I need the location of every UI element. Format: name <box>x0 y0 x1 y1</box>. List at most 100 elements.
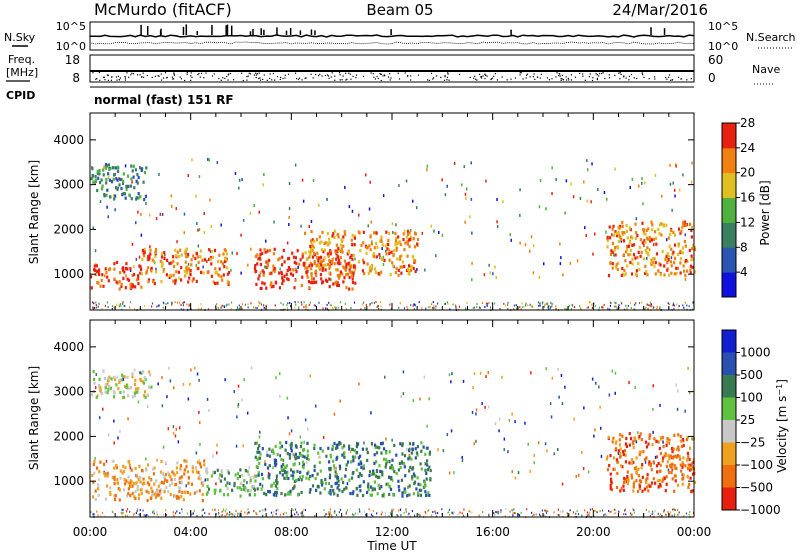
data-cell <box>242 218 245 222</box>
data-cell <box>663 273 666 277</box>
data-cell <box>231 251 233 255</box>
data-cell <box>625 223 628 228</box>
data-cell <box>319 455 321 459</box>
data-cell <box>487 302 489 305</box>
data-cell <box>311 484 315 488</box>
data-cell <box>450 429 453 433</box>
nave-point <box>628 79 630 81</box>
data-cell <box>337 246 340 251</box>
data-cell <box>615 302 617 305</box>
data-cell <box>383 258 386 262</box>
data-cell <box>198 228 201 232</box>
data-cell <box>289 489 292 493</box>
data-cell <box>429 468 432 473</box>
data-cell <box>549 402 552 406</box>
data-cell <box>430 515 432 518</box>
data-cell <box>179 467 182 471</box>
data-cell <box>304 266 307 270</box>
data-cell <box>405 508 407 511</box>
data-cell <box>183 472 186 476</box>
data-cell <box>231 488 234 492</box>
data-cell <box>514 420 516 424</box>
data-cell <box>263 173 265 176</box>
data-cell <box>289 272 293 276</box>
data-cell <box>140 212 142 216</box>
data-cell <box>107 279 110 283</box>
data-cell <box>415 451 418 455</box>
nave-point <box>436 75 438 77</box>
data-cell <box>240 271 242 275</box>
data-cell <box>352 253 356 257</box>
data-cell <box>104 163 108 167</box>
data-cell <box>204 478 207 482</box>
data-cell <box>382 447 386 451</box>
data-cell <box>688 465 691 469</box>
data-cell <box>362 464 365 468</box>
data-cell <box>120 282 123 286</box>
data-cell <box>612 467 615 471</box>
data-cell <box>380 239 383 243</box>
data-cell <box>299 470 302 474</box>
data-cell <box>668 470 671 474</box>
data-cell <box>129 482 132 486</box>
data-cell <box>389 466 392 470</box>
data-cell <box>125 479 128 483</box>
data-cell <box>137 196 140 200</box>
data-cell <box>153 492 156 496</box>
data-cell <box>673 188 676 192</box>
data-cell <box>150 385 153 389</box>
data-cell <box>275 479 278 483</box>
data-cell <box>220 474 223 478</box>
data-cell <box>106 471 109 475</box>
data-cell <box>319 491 322 495</box>
data-cell <box>645 250 648 255</box>
data-cell <box>411 510 413 513</box>
data-cell <box>302 508 305 511</box>
data-cell <box>407 485 410 489</box>
data-cell <box>128 306 131 309</box>
data-cell <box>632 446 635 450</box>
data-cell <box>217 512 219 515</box>
data-cell <box>190 263 193 267</box>
data-cell <box>609 304 611 307</box>
data-cell <box>262 509 264 512</box>
data-cell <box>147 280 150 284</box>
data-cell <box>295 303 297 306</box>
data-cell <box>129 301 132 304</box>
data-cell <box>357 512 359 515</box>
data-cell <box>509 233 511 237</box>
data-cell <box>634 272 638 276</box>
data-cell <box>90 286 93 290</box>
data-cell <box>162 481 165 485</box>
data-cell <box>368 508 370 511</box>
data-cell <box>125 267 128 271</box>
data-cell <box>295 269 298 274</box>
data-cell <box>343 276 346 280</box>
data-cell <box>464 220 466 224</box>
nave-point <box>258 77 260 80</box>
data-cell <box>272 252 275 256</box>
nave-point <box>390 77 392 79</box>
data-cell <box>268 258 271 262</box>
nave-point <box>560 79 562 81</box>
data-cell <box>105 177 108 181</box>
data-cell <box>131 395 135 399</box>
data-cell <box>218 267 221 271</box>
nave-point <box>548 79 550 81</box>
data-cell <box>475 439 477 443</box>
data-cell <box>608 225 611 229</box>
data-cell <box>411 447 414 451</box>
data-cell <box>359 454 362 458</box>
data-cell <box>448 373 451 377</box>
data-cell <box>131 372 134 376</box>
data-cell <box>124 196 127 200</box>
data-cell <box>625 436 628 441</box>
data-cell <box>684 233 686 237</box>
data-cell <box>156 305 158 308</box>
data-cell <box>694 270 697 274</box>
nave-point <box>284 74 286 76</box>
data-cell <box>252 484 255 488</box>
data-cell <box>379 469 382 473</box>
data-cell <box>405 179 408 183</box>
